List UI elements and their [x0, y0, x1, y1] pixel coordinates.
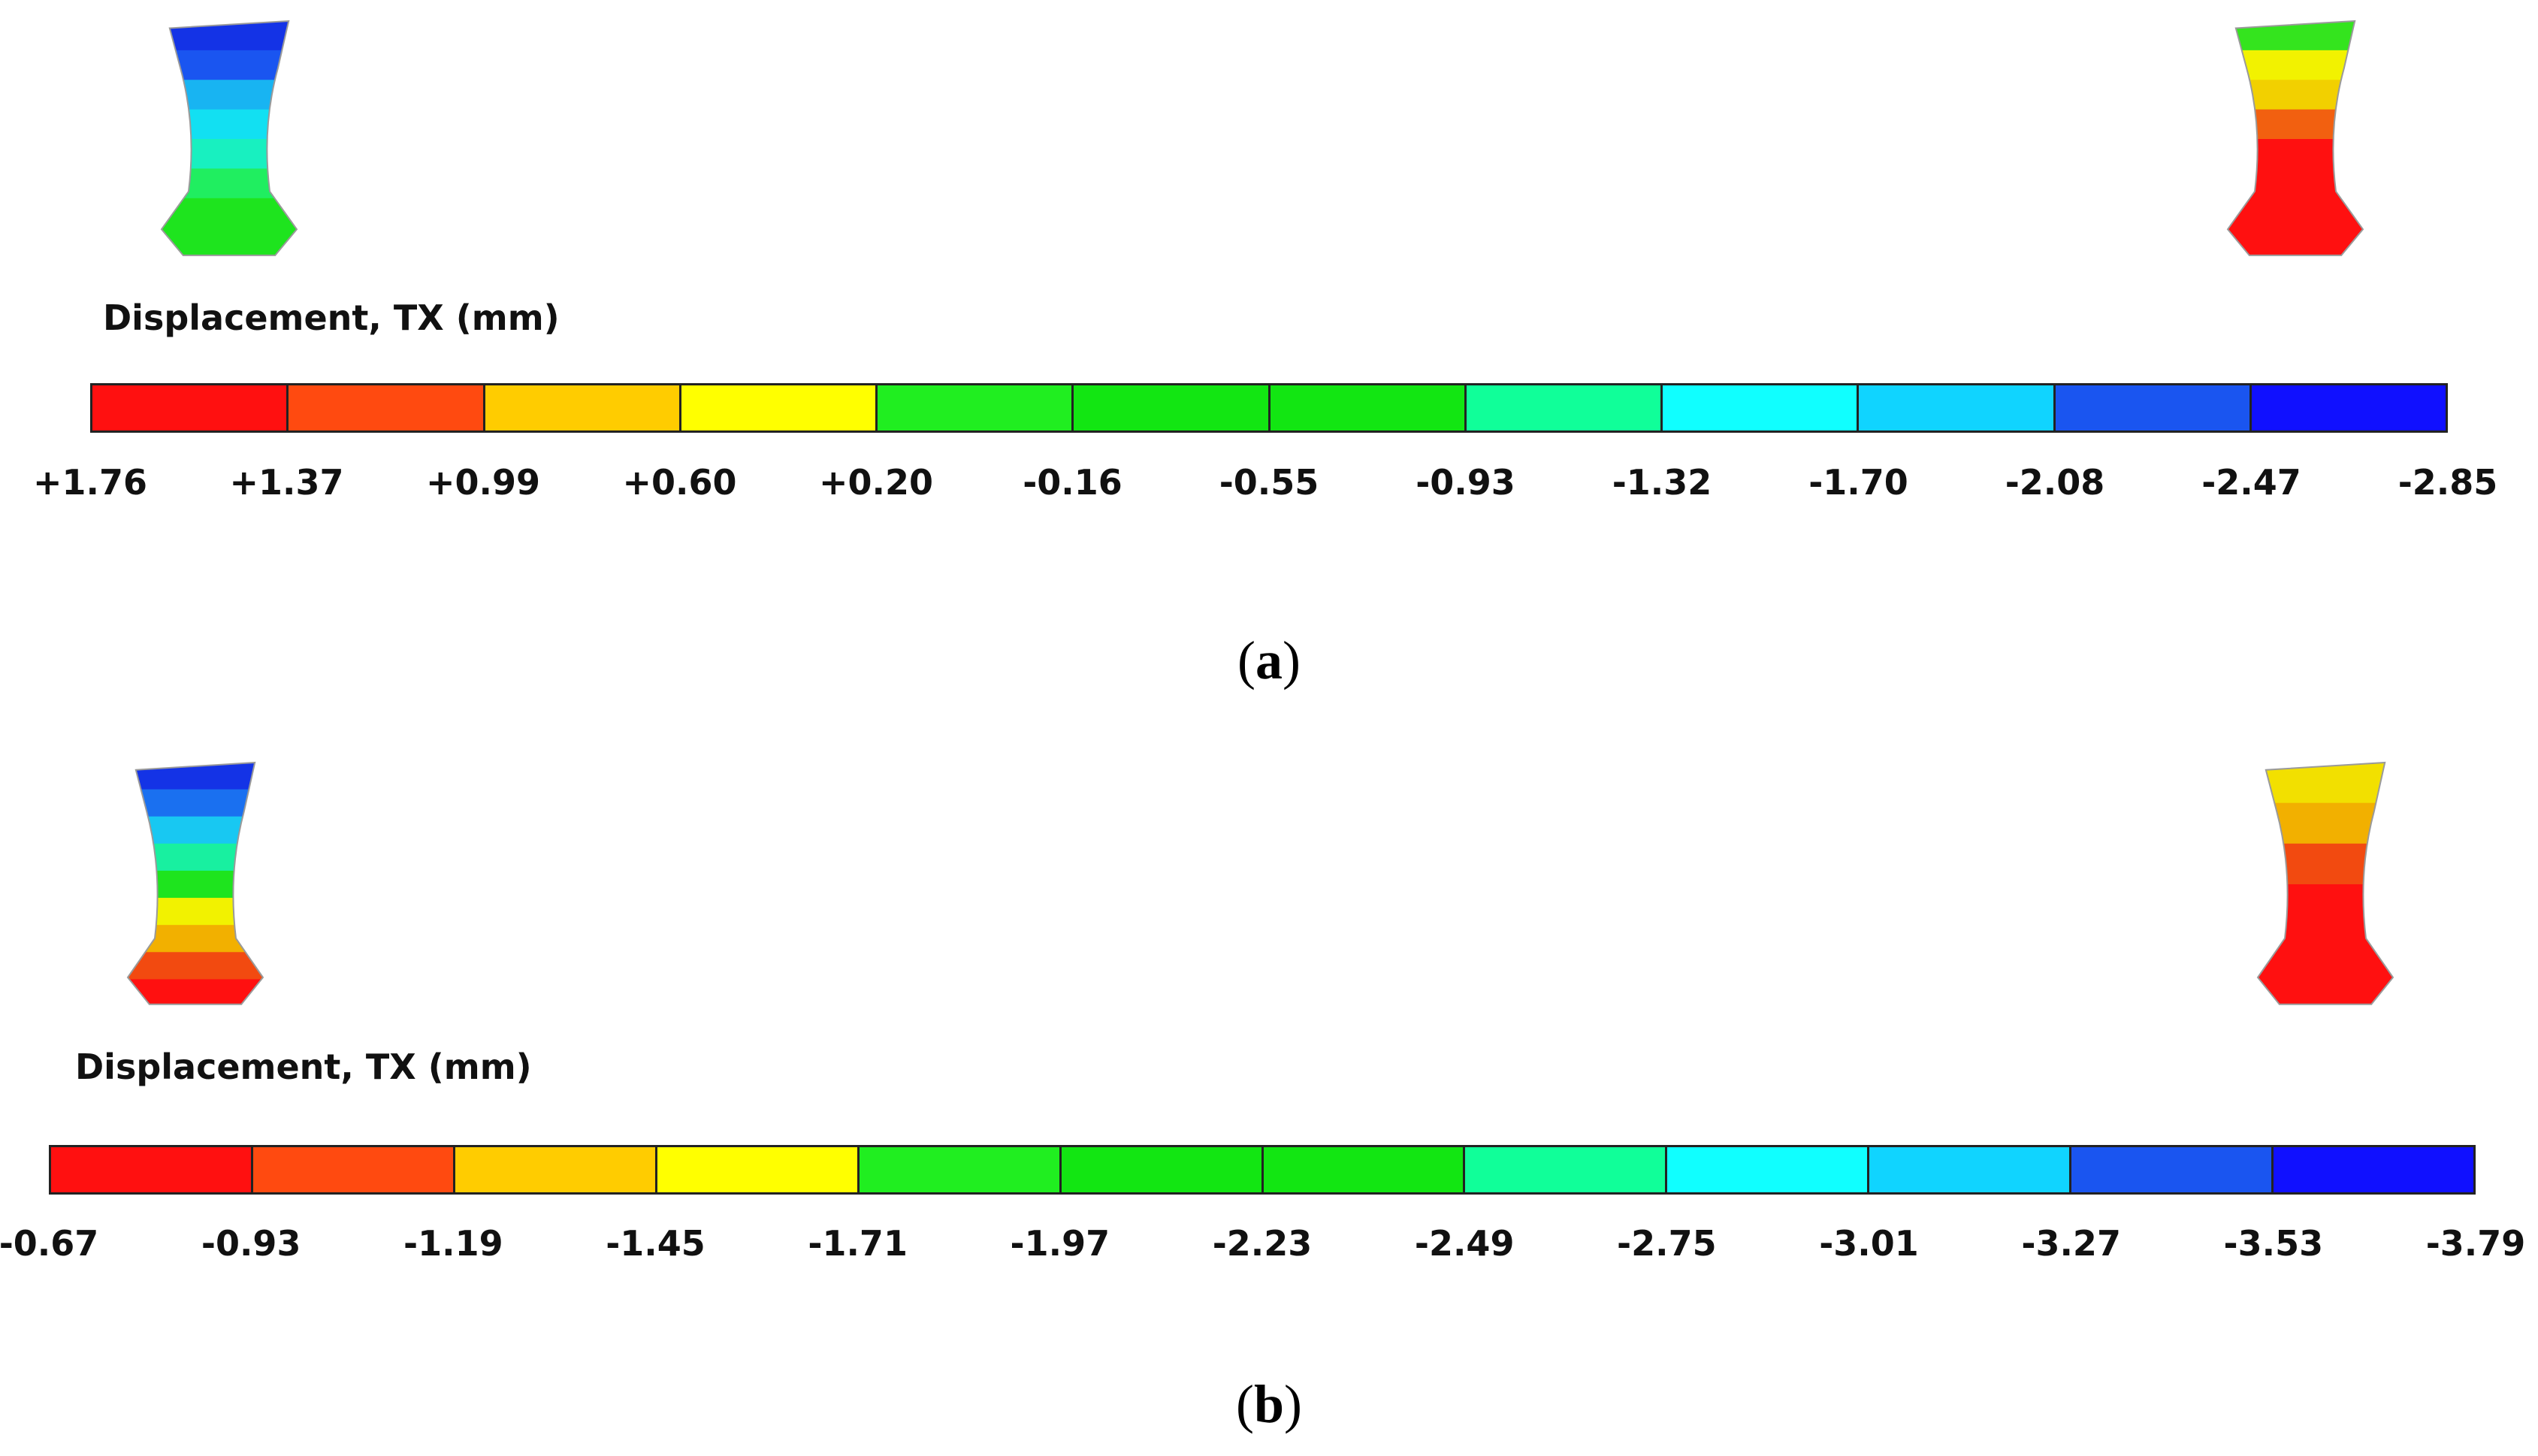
specimen-band	[2228, 198, 2363, 229]
specimen-outline	[2226, 20, 2364, 256]
color-segment-a-2	[289, 385, 485, 430]
tick-label-a: -0.55	[1219, 462, 1319, 503]
specimen-outline	[2256, 761, 2394, 1005]
specimen-band	[2228, 50, 2363, 81]
tick-label-b: -2.75	[1617, 1223, 1717, 1264]
specimen-band	[2228, 168, 2363, 199]
color-segment-b-12	[2274, 1147, 2474, 1192]
color-segment-b-9	[1667, 1147, 1870, 1192]
tick-label-b: -1.19	[403, 1223, 503, 1264]
specimen-band	[2228, 80, 2363, 110]
color-segment-b-11	[2071, 1147, 2274, 1192]
specimen-band	[162, 50, 297, 81]
color-segment-a-8	[1466, 385, 1663, 430]
specimen-band	[162, 198, 297, 229]
caption-letter-a: a	[1255, 630, 1283, 690]
color-segment-b-4	[657, 1147, 860, 1192]
caption-letter-b: b	[1253, 1374, 1285, 1434]
specimen-band	[2228, 139, 2363, 170]
specimen-band	[2258, 843, 2393, 885]
specimen-band	[162, 228, 297, 255]
tick-label-b: -2.23	[1212, 1223, 1313, 1264]
color-segment-b-5	[859, 1147, 1062, 1192]
tick-label-b: -1.97	[1010, 1223, 1110, 1264]
specimen-band	[128, 898, 263, 926]
specimen-left-a	[160, 20, 298, 256]
tick-label-a: -2.85	[2398, 462, 2498, 503]
specimen-band	[2258, 884, 2393, 926]
specimen-band	[128, 979, 263, 1004]
caption-a: (a)	[1237, 630, 1301, 690]
tick-label-a: -0.93	[1416, 462, 1515, 503]
specimen-outline	[126, 761, 264, 1005]
color-segment-a-9	[1663, 385, 1860, 430]
tick-label-a: -2.08	[2005, 462, 2105, 503]
specimen-outline	[160, 20, 298, 256]
color-segment-b-6	[1061, 1147, 1264, 1192]
tick-label-b: -3.01	[1819, 1223, 1919, 1264]
tick-label-b: -2.49	[1414, 1223, 1515, 1264]
color-segment-a-7	[1270, 385, 1467, 430]
tick-label-a: +0.99	[425, 462, 541, 503]
color-segment-b-3	[455, 1147, 657, 1192]
color-segment-b-10	[1869, 1147, 2072, 1192]
specimen-band	[2258, 965, 2393, 1004]
color-segment-a-1	[92, 385, 289, 430]
tick-label-a: -0.16	[1023, 462, 1122, 503]
specimen-band	[2228, 109, 2363, 140]
color-segment-a-3	[485, 385, 681, 430]
color-segment-b-1	[51, 1147, 253, 1192]
specimen-band	[128, 952, 263, 980]
color-scale-bar-b	[49, 1145, 2476, 1195]
tick-label-b: -3.53	[2223, 1223, 2324, 1264]
color-segment-a-6	[1074, 385, 1271, 430]
color-segment-b-2	[252, 1147, 455, 1192]
legend-title-a: Displacement, TX (mm)	[103, 298, 560, 338]
tick-label-a: +1.76	[32, 462, 148, 503]
color-segment-a-10	[1859, 385, 2056, 430]
caption-b: (b)	[1235, 1374, 1303, 1434]
specimen-band	[128, 843, 263, 871]
color-segment-a-11	[2055, 385, 2252, 430]
tick-label-b: -3.27	[2021, 1223, 2121, 1264]
specimen-right-a	[2226, 20, 2364, 256]
tick-label-a: -1.32	[1612, 462, 1712, 503]
specimen-band	[162, 168, 297, 199]
legend-title-b: Displacement, TX (mm)	[75, 1047, 532, 1087]
specimen-band	[2228, 228, 2363, 255]
specimen-right-b	[2256, 761, 2394, 1005]
tick-label-a: -2.47	[2201, 462, 2301, 503]
tick-label-b: -0.93	[201, 1223, 301, 1264]
tick-label-b: -1.71	[808, 1223, 908, 1264]
tick-label-a: +1.37	[229, 462, 344, 503]
color-segment-a-5	[878, 385, 1074, 430]
color-segment-a-4	[681, 385, 878, 430]
color-scale-bar-a	[90, 383, 2448, 433]
specimen-band	[128, 870, 263, 899]
specimen-band	[162, 139, 297, 170]
color-segment-b-7	[1263, 1147, 1466, 1192]
tick-label-b: -3.79	[2425, 1223, 2526, 1264]
tick-label-a: -1.70	[1808, 462, 1908, 503]
tick-label-a: +0.20	[818, 462, 934, 503]
color-segment-b-8	[1465, 1147, 1668, 1192]
specimen-band	[162, 80, 297, 110]
specimen-band	[162, 109, 297, 140]
tick-label-b: -1.45	[606, 1223, 706, 1264]
tick-label-a: +0.60	[622, 462, 737, 503]
specimen-band	[128, 789, 263, 817]
color-segment-a-12	[2251, 385, 2446, 430]
specimen-left-b	[126, 761, 264, 1005]
specimen-band	[2258, 802, 2393, 844]
specimen-band	[2258, 925, 2393, 967]
tick-label-b: -0.67	[0, 1223, 99, 1264]
specimen-band	[128, 816, 263, 844]
